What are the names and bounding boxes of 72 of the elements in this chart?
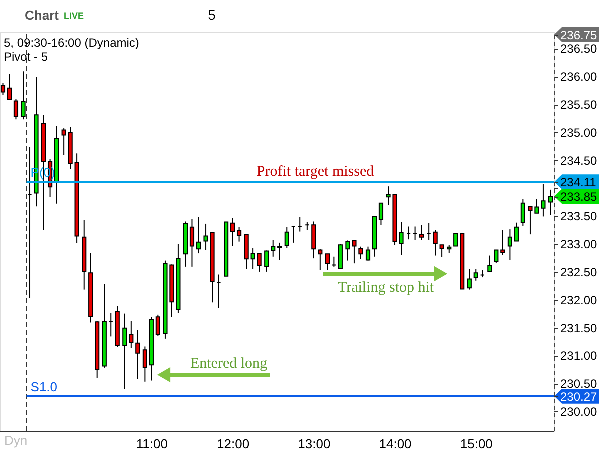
- candlestick: [358, 246, 364, 260]
- candlestick: [548, 189, 554, 216]
- candlestick: [474, 268, 478, 282]
- candlestick: [129, 320, 134, 349]
- candlestick: [312, 221, 316, 260]
- y-tick-label: 235.50: [560, 98, 598, 112]
- candlestick: [508, 229, 512, 261]
- candlestick: [278, 242, 282, 261]
- y-tick-label: 233.50: [560, 210, 598, 224]
- candlestick: [271, 240, 276, 258]
- candlestick: [338, 244, 343, 270]
- y-tick-label: 231.50: [560, 321, 598, 336]
- y-tick-label: 236.75: [560, 28, 598, 42]
- candlestick: [7, 74, 12, 100]
- candlestick: [62, 128, 66, 156]
- candlestick: [136, 329, 140, 380]
- annotation: Entered long: [190, 356, 268, 372]
- candlestick: [494, 250, 499, 264]
- y-tick-label: 232.50: [560, 265, 598, 280]
- y-tick-label: 234.11: [560, 176, 597, 190]
- candlestick: [440, 244, 444, 258]
- x-tick-label: 13:00: [298, 436, 331, 452]
- text: Chart: [25, 8, 60, 23]
- candlestick: [0, 82, 6, 96]
- candlestick: [284, 226, 290, 250]
- candlestick: [142, 346, 148, 382]
- x-tick-label: 12:00: [217, 436, 250, 452]
- y-tick-label: 236.00: [560, 70, 598, 84]
- y-tick-label: 233.00: [560, 238, 598, 252]
- y-tick-label: 231.00: [560, 349, 598, 364]
- candlestick: [366, 246, 371, 262]
- candlestick: [250, 248, 256, 270]
- y-tick-label: 230.27: [560, 390, 598, 404]
- candlestick: [467, 268, 472, 290]
- text: Dyn: [4, 433, 28, 448]
- x-tick-label: 15:00: [460, 436, 493, 452]
- y-tick-label: 235.00: [560, 126, 598, 140]
- x-tick-label: 14:00: [379, 436, 412, 452]
- candlestick: [514, 222, 519, 242]
- candlestick: [21, 71, 26, 120]
- candlestick: [230, 218, 236, 247]
- candlestick: [520, 198, 526, 227]
- candlestick: [14, 99, 19, 120]
- candlestick: [122, 313, 128, 390]
- x-tick-label: 11:00: [136, 436, 168, 452]
- chart-title: 5, 09:30-16:00 (Dynamic): [4, 36, 140, 50]
- candlestick: [325, 254, 330, 271]
- candlestick: [264, 250, 270, 272]
- annotation: Profit target missed: [256, 164, 375, 180]
- candlestick: [236, 226, 242, 242]
- y-tick-label: 232.00: [560, 293, 598, 308]
- annotation: Trailing stop hit: [338, 280, 435, 296]
- y-tick-label: 233.85: [560, 190, 598, 204]
- candlestick: [454, 232, 458, 247]
- text: Pivot - 5: [4, 50, 48, 64]
- candlestick: [433, 230, 438, 256]
- candlestick: [196, 216, 202, 254]
- text: 5: [208, 7, 216, 23]
- y-tick-label: 230.00: [560, 404, 598, 419]
- ref-line-label: S1.0: [30, 379, 58, 394]
- candlestick: [156, 314, 160, 337]
- candlestick: [488, 255, 492, 272]
- candlestick: [190, 219, 195, 268]
- candlestick: [318, 248, 323, 271]
- candlestick: [419, 224, 424, 241]
- y-tick-label: 234.50: [560, 154, 598, 168]
- text: LIVE: [64, 11, 84, 21]
- y-tick-label: 230.50: [560, 377, 598, 392]
- y-tick-label: 236.50: [560, 42, 598, 56]
- candlestick: [378, 202, 384, 226]
- candlestick: [500, 230, 506, 256]
- candlestick: [257, 253, 262, 272]
